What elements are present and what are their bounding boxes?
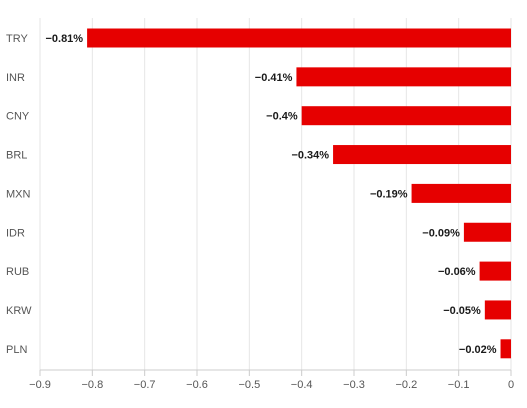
data-label: −0.06% (438, 266, 476, 278)
x-tick-label: −0.8 (81, 379, 103, 391)
bars (87, 28, 511, 359)
data-labels: −0.81% −0.41% −0.4% −0.34% −0.19% −0.09% −0.06… (45, 33, 496, 356)
category-label: IDR (6, 227, 25, 239)
category-label: INR (6, 72, 25, 84)
bar (484, 300, 511, 320)
data-label: −0.02% (459, 344, 497, 356)
data-label: −0.34% (291, 150, 329, 162)
bar (500, 339, 511, 359)
category-label: PLN (6, 344, 27, 356)
category-label: TRY (6, 33, 28, 45)
bar (296, 67, 511, 87)
x-tick-label: −0.7 (134, 379, 156, 391)
data-label: −0.81% (45, 33, 83, 45)
x-tick-label: −0.6 (186, 379, 208, 391)
x-tick-label: −0.4 (291, 379, 313, 391)
data-label: −0.09% (422, 227, 460, 239)
x-tick-label: −0.2 (395, 379, 417, 391)
data-label: −0.4% (266, 111, 298, 123)
x-tick-label: −0.5 (238, 379, 260, 391)
bar (411, 183, 511, 203)
bar (301, 106, 511, 126)
bar (463, 222, 511, 242)
x-tick-label: −0.1 (448, 379, 470, 391)
bar (87, 28, 511, 48)
x-tick-label: 0 (508, 379, 514, 391)
data-label: −0.19% (370, 188, 408, 200)
category-label: MXN (6, 188, 31, 200)
category-label: RUB (6, 266, 29, 278)
data-label: −0.41% (255, 72, 293, 84)
bar (479, 261, 511, 281)
data-label: −0.05% (443, 305, 481, 317)
category-label: BRL (6, 150, 27, 162)
x-axis: −0.9 −0.8 −0.7 −0.6 −0.5 −0.4 −0.3 −0.2 −0.1 0 (29, 369, 514, 391)
x-tick-label: −0.3 (343, 379, 365, 391)
category-label: KRW (6, 305, 32, 317)
bar (333, 145, 511, 165)
category-labels: TRY INR CNY BRL MXN IDR RUB KRW PLN (6, 33, 32, 356)
x-tick-label: −0.9 (29, 379, 51, 391)
category-label: CNY (6, 111, 30, 123)
